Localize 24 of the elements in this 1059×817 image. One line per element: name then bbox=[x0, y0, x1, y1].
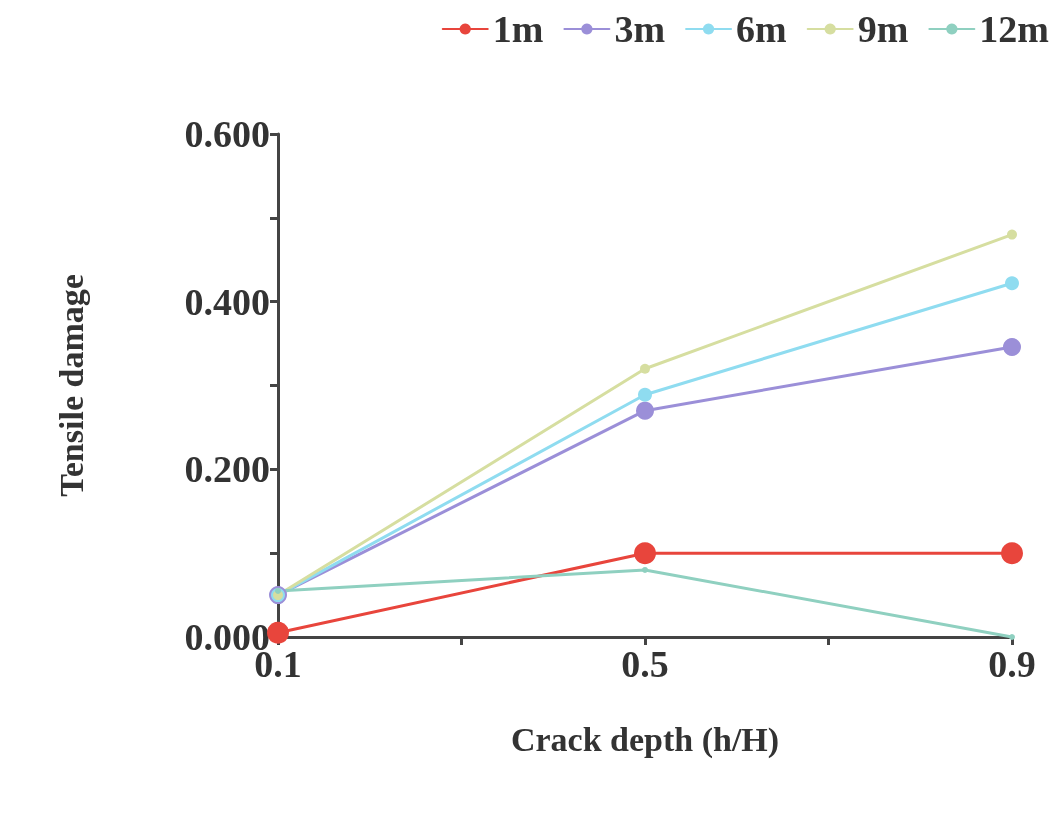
point bbox=[638, 387, 652, 402]
y-axis-title: Tensile damage bbox=[52, 274, 90, 497]
point bbox=[1005, 276, 1019, 291]
point bbox=[636, 401, 654, 420]
point bbox=[1007, 229, 1017, 240]
point bbox=[634, 542, 656, 565]
legend-label: 3m bbox=[614, 8, 666, 50]
x-axis-title: Crack depth (h/H) bbox=[510, 720, 780, 759]
y-tick-label: 0.400 bbox=[184, 280, 270, 323]
point bbox=[1009, 634, 1015, 640]
point bbox=[642, 566, 648, 573]
legend-label: 9m bbox=[857, 8, 909, 50]
point bbox=[1001, 542, 1023, 565]
point bbox=[640, 363, 650, 374]
point bbox=[267, 621, 289, 644]
legend-label: 12m bbox=[979, 8, 1049, 50]
y-tick-label: 0.200 bbox=[184, 448, 270, 491]
legend-label: 1m bbox=[492, 8, 544, 50]
x-tick-label: 0.5 bbox=[621, 643, 669, 685]
legend-label: 6m bbox=[736, 8, 787, 50]
point bbox=[1003, 337, 1021, 356]
point bbox=[275, 587, 281, 594]
x-tick-label: 0.9 bbox=[988, 643, 1036, 685]
y-tick-label: 0.600 bbox=[184, 113, 270, 155]
